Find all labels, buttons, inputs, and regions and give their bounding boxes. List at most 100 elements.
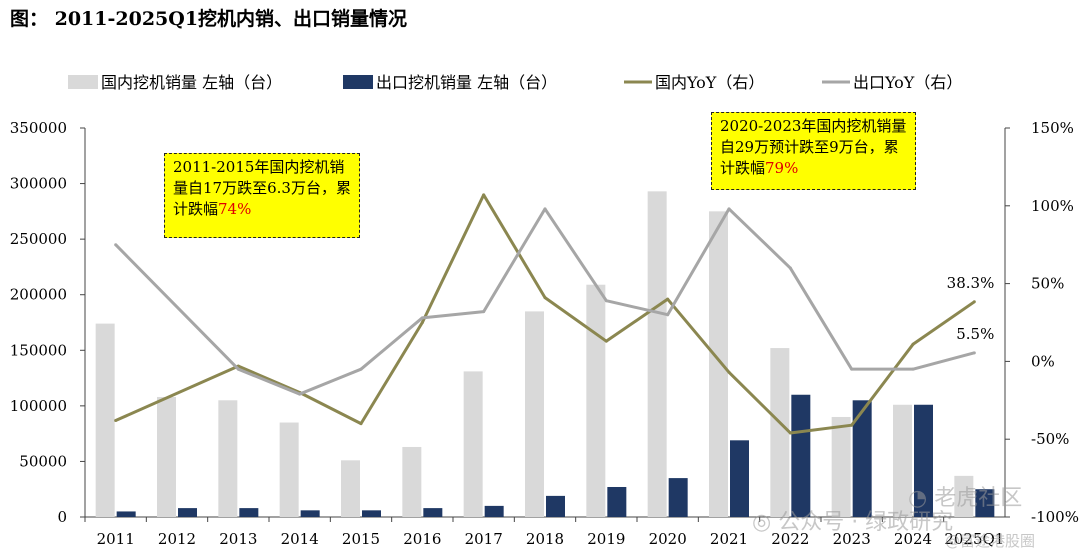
line-export-yoy-point-2015 — [359, 367, 363, 371]
y-tick-label-right: -50% — [1031, 430, 1069, 448]
bar-export-2020 — [668, 478, 688, 517]
bar-domestic-2016 — [402, 446, 422, 517]
bar-export-2015 — [362, 510, 381, 517]
bar-domestic-2020 — [647, 191, 667, 517]
y-tick-label-left: 0 — [57, 508, 67, 526]
legend-label-domestic-yoy: 国内YoY（右） — [655, 73, 764, 92]
x-tick-label: 2021 — [710, 530, 748, 548]
bar-domestic-2023 — [831, 416, 851, 517]
y-tick-label-left: 150000 — [10, 341, 67, 359]
plot-area: 0 50000 100000 150000 200000 250000 300000 3500… — [10, 119, 1079, 548]
legend-label-export-bar: 出口挖机销量 左轴（台） — [376, 73, 557, 92]
bar-export-2011 — [116, 511, 136, 517]
data-label: 38.3% — [947, 274, 995, 292]
line-domestic-yoy-point-2019 — [604, 339, 608, 343]
annotation-highlight-2011-2015: 74% — [218, 200, 252, 218]
y-tick-label-left: 200000 — [10, 286, 67, 304]
bar-domestic-2013 — [218, 400, 238, 517]
bar-domestic-2015 — [341, 460, 360, 517]
bar-export-2022 — [791, 394, 811, 517]
x-tick-label: 2016 — [403, 530, 441, 548]
bar-export-2023 — [852, 400, 872, 517]
data-label: 5.5% — [956, 325, 994, 343]
line-export-yoy-point-2017 — [482, 310, 486, 314]
line-export-yoy-point-2022 — [788, 266, 792, 270]
bar-export-2013 — [239, 508, 259, 517]
annotation-box-2020-2023: 2020-2023年国内挖机销量自29万预计跌至9万台，累计跌幅79% — [711, 112, 916, 190]
line-export-yoy-point-2018 — [543, 207, 547, 211]
line-domestic-yoy-point-2020 — [666, 297, 670, 301]
tiger-logo-icon: ◔ — [908, 486, 928, 511]
bar-export-2012 — [178, 508, 197, 517]
line-domestic-yoy-point-2015 — [359, 422, 363, 426]
y-tick-label-right: 150% — [1031, 119, 1074, 137]
x-tick-label: 2015 — [342, 530, 380, 548]
line-export-yoy-point-2020 — [666, 313, 670, 317]
y-tick-label-left: 100000 — [10, 397, 67, 415]
bar-export-2024 — [914, 404, 933, 517]
line-export-yoy — [114, 207, 975, 396]
y-tick-label-left: 350000 — [10, 119, 67, 137]
line-domestic-yoy-point-2025Q1 — [972, 300, 976, 304]
y-tick-label-left: 250000 — [10, 230, 67, 248]
line-domestic-yoy-point-2016 — [420, 321, 424, 324]
bar-export-2019 — [607, 486, 627, 517]
x-tick-label: 2014 — [281, 530, 319, 548]
legend: 国内挖机销量 左轴（台） 出口挖机销量 左轴（台） 国内YoY（右） 出口YoY… — [68, 73, 962, 92]
legend-label-export-yoy: 出口YoY（右） — [853, 73, 962, 92]
x-tick-label: 2012 — [158, 530, 196, 548]
legend-swatch-domestic-bar — [68, 75, 98, 89]
line-domestic-yoy — [115, 193, 976, 435]
line-domestic-yoy-point-2011 — [114, 419, 118, 423]
bar-export-2014 — [300, 510, 320, 517]
bar-export-2017 — [484, 505, 504, 517]
wechat-icon: ◎ — [752, 510, 772, 535]
watermark-text-3: @富途港股圈 — [945, 532, 1036, 550]
x-tick-label: 2022 — [771, 530, 809, 548]
line-domestic-yoy-point-2021 — [727, 370, 731, 374]
y-tick-label-left: 50000 — [19, 452, 67, 470]
bar-domestic-2024 — [893, 404, 912, 517]
x-tick-label: 2011 — [97, 530, 135, 548]
line-domestic-yoy-point-2024 — [911, 342, 915, 346]
bar-domestic-2021 — [709, 211, 728, 517]
line-domestic-yoy-point-2018 — [543, 296, 547, 300]
bar-export-2016 — [423, 508, 443, 517]
bar-domestic-2011 — [95, 323, 115, 517]
watermark-text-2: 老虎社区 — [934, 486, 1023, 511]
annotation-highlight-2020-2023: 79% — [765, 159, 799, 177]
x-tick-label: 2024 — [894, 530, 932, 548]
line-domestic-yoy-point-2022 — [788, 431, 792, 435]
y-tick-label-right: 100% — [1031, 197, 1074, 215]
y-tick-label-right: 0% — [1031, 352, 1055, 370]
line-export-yoy-point-2021 — [727, 207, 731, 211]
bar-export-2021 — [730, 440, 749, 517]
bar-domestic-2012 — [157, 396, 176, 517]
line-export-yoy-point-2019 — [604, 299, 608, 303]
line-export-yoy-point-2025Q1 — [972, 351, 976, 355]
line-export-yoy-point-2011 — [114, 243, 118, 247]
line-domestic-yoy-point-2017 — [482, 193, 486, 197]
bar-domestic-2017 — [463, 371, 483, 517]
line-domestic-yoy-point-2023 — [850, 423, 854, 427]
x-tick-label: 2018 — [526, 530, 564, 548]
line-export-yoy-point-2024 — [911, 367, 915, 371]
bar-domestic-2019 — [586, 284, 606, 517]
bar-export-2025Q1 — [975, 489, 995, 517]
x-tick-label: 2019 — [587, 530, 625, 548]
bar-domestic-2014 — [279, 422, 299, 517]
y-tick-label-left: 300000 — [10, 175, 67, 193]
bar-domestic-2025Q1 — [954, 475, 974, 517]
x-tick-label: 2020 — [649, 530, 687, 548]
watermark-wechat: ◎ 公众号 · 绿政研究 — [752, 504, 953, 536]
watermark-tiger: ◔ 老虎社区 — [908, 480, 1022, 512]
legend-label-domestic-bar: 国内挖机销量 左轴（台） — [101, 73, 282, 92]
line-export-yoy-point-2016 — [420, 316, 424, 320]
x-tick-label: 2013 — [219, 530, 257, 548]
line-export-yoy-point-2023 — [850, 367, 854, 371]
x-tick-label: 2025Q1 — [944, 530, 1004, 548]
x-tick-label: 2017 — [465, 530, 503, 548]
annotation-box-2011-2015: 2011-2015年国内挖机销量自17万跌至6.3万台，累计跌幅74% — [164, 153, 360, 238]
x-tick-label: 2023 — [833, 530, 871, 548]
line-export-yoy-point-2014 — [298, 392, 302, 396]
